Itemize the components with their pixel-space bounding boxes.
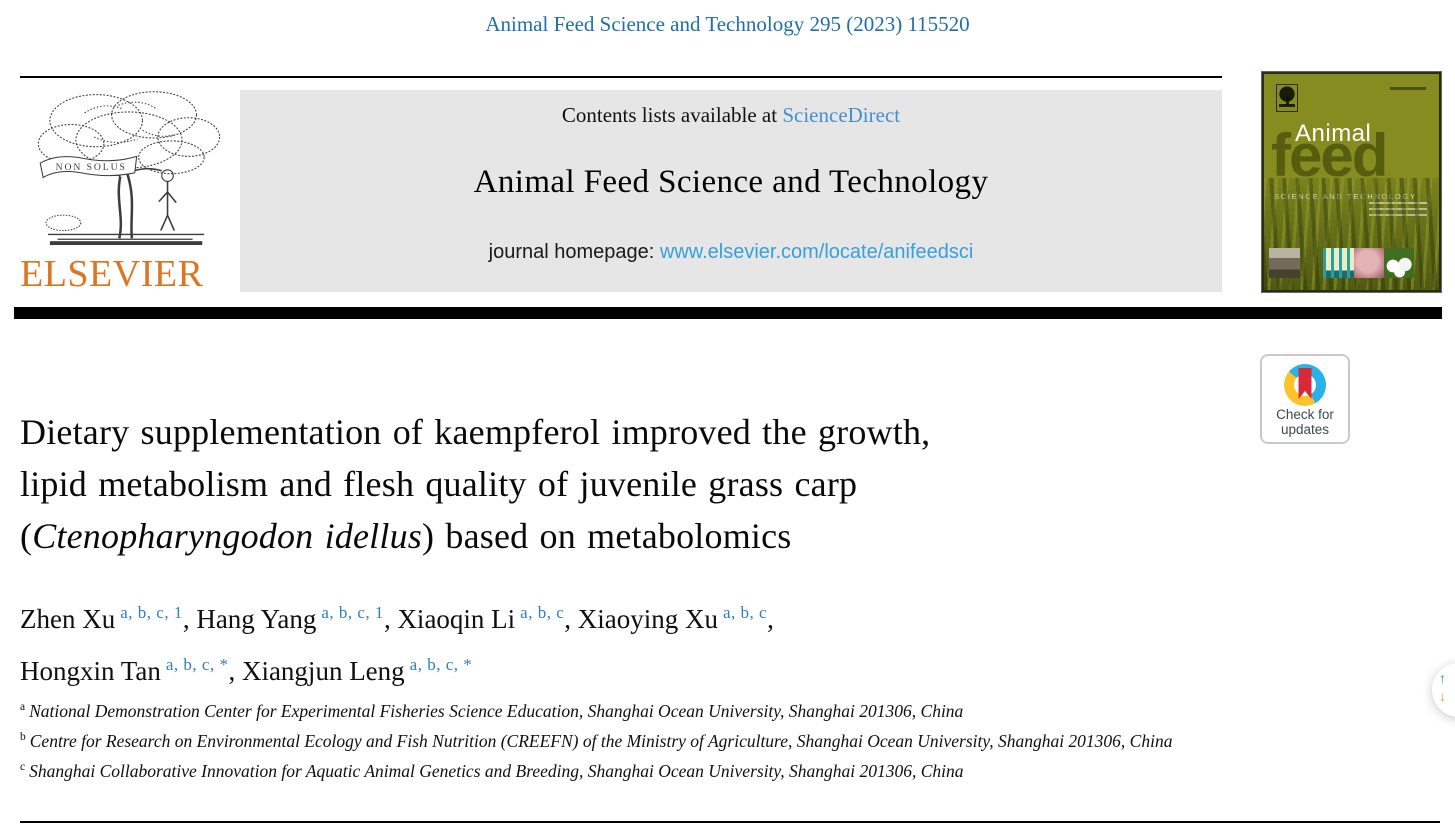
badge-label: Check for updates	[1262, 407, 1348, 437]
affiliation-superscript: a	[20, 701, 26, 713]
author-superscript[interactable]: a, b, c, 1	[120, 603, 183, 622]
cover-title-animal: Animal	[1295, 120, 1372, 147]
author-name: Hongxin Tan	[20, 656, 161, 686]
author-superscript[interactable]: a, b, c	[723, 603, 768, 622]
homepage-link[interactable]: www.elsevier.com/locate/anifeedsci	[659, 241, 974, 263]
author-separator: ,	[767, 604, 774, 634]
contents-prefix: Contents lists available at	[561, 103, 783, 127]
article-title-line3: (Ctenopharyngodon idellus) based on meta…	[20, 516, 792, 556]
author-name: Hang Yang	[196, 604, 317, 634]
author-separator: ,	[564, 604, 578, 634]
article-title-line1: Dietary supplementation of kaempferol im…	[20, 412, 931, 452]
elsevier-tree-icon: NON SOLUS	[37, 91, 221, 246]
affiliation-list: a National Demonstration Center for Exper…	[20, 694, 1265, 784]
journal-reference: Animal Feed Science and Technology 295 (…	[485, 12, 970, 36]
author-name: Xiaoying Xu	[577, 604, 718, 634]
header-top-rule	[20, 76, 1222, 78]
affiliation-text: Shanghai Collaborative Innovation for Aq…	[29, 761, 964, 781]
scroll-down-icon[interactable]: ↓	[1439, 688, 1446, 704]
journal-cover-thumbnail[interactable]: Animal feed SCIENCE AND TECHNOLOGY	[1262, 72, 1441, 292]
contents-line: Contents lists available at ScienceDirec…	[240, 90, 1222, 128]
sciencedirect-link[interactable]: ScienceDirect	[782, 103, 901, 127]
crossmark-bookmark-icon	[1298, 368, 1312, 399]
header-separator-bar	[14, 307, 1442, 319]
author-name: Xiaoqin Li	[397, 604, 516, 634]
author-superscript[interactable]: a, b, c, 1	[321, 603, 384, 622]
check-for-updates-badge[interactable]: Check for updates	[1260, 354, 1350, 444]
cover-photo-chickens	[1384, 248, 1414, 278]
cover-photo-cattle	[1269, 248, 1300, 278]
affiliation-item: c Shanghai Collaborative Innovation for A…	[20, 754, 1265, 784]
journal-header-banner: Contents lists available at ScienceDirec…	[240, 90, 1222, 292]
affiliation-item: a National Demonstration Center for Exper…	[20, 694, 1265, 724]
cover-photo-pig	[1354, 248, 1384, 278]
non-solus-ribbon-text: NON SOLUS	[56, 162, 127, 173]
badge-label-line1: Check for	[1276, 407, 1334, 422]
homepage-prefix: journal homepage:	[488, 241, 660, 263]
cover-issn-mark	[1390, 87, 1426, 90]
affiliation-superscript: c	[20, 761, 26, 773]
author-superscript[interactable]: a, b, c	[520, 603, 565, 622]
scroll-up-icon[interactable]: ↑	[1439, 670, 1446, 686]
affiliation-superscript: b	[20, 731, 26, 743]
author-separator: ,	[182, 604, 197, 634]
page-scroll-widget[interactable]: ↑ ↓	[1432, 663, 1455, 717]
cover-elsevier-mini-logo-icon	[1276, 84, 1298, 112]
article-title-line2: lipid metabolism and flesh quality of ju…	[20, 464, 858, 504]
author-separator: ,	[383, 604, 398, 634]
author-name: Xiangjun Leng	[241, 656, 405, 686]
elsevier-wordmark: ELSEVIER	[20, 253, 204, 295]
journal-title: Animal Feed Science and Technology	[473, 164, 989, 200]
section-bottom-rule	[20, 821, 1440, 823]
cover-title-feed: feed	[1271, 122, 1388, 189]
cover-photo-test-tubes	[1323, 248, 1354, 278]
author-row-2: Hongxin Tan a, b, c, *, Xiangjun Leng a, b…	[20, 642, 1030, 694]
affiliation-text: National Demonstration Center for Experi…	[29, 701, 964, 721]
affiliation-text: Centre for Research on Environmental Eco…	[29, 731, 1173, 751]
author-list: Zhen Xu a, b, c, 1, Hang Yang a, b, c, 1, …	[20, 590, 1030, 694]
affiliation-item: b Centre for Research on Environmental Ec…	[20, 724, 1265, 754]
badge-label-line2: updates	[1280, 422, 1330, 437]
author-superscript[interactable]: a, b, c, *	[165, 655, 229, 674]
homepage-line: journal homepage: www.elsevier.com/locat…	[240, 241, 1222, 264]
author-row-1: Zhen Xu a, b, c, 1, Hang Yang a, b, c, 1, …	[20, 590, 1030, 642]
author-separator: ,	[228, 656, 242, 686]
article-title: Dietary supplementation of kaempferol im…	[20, 406, 1230, 562]
species-name-italic: Ctenopharyngodon idellus	[32, 516, 422, 556]
author-superscript[interactable]: a, b, c, *	[409, 655, 473, 674]
author-name: Zhen Xu	[20, 604, 116, 634]
elsevier-logo[interactable]: NON SOLUS ELSEVIER	[20, 84, 238, 296]
